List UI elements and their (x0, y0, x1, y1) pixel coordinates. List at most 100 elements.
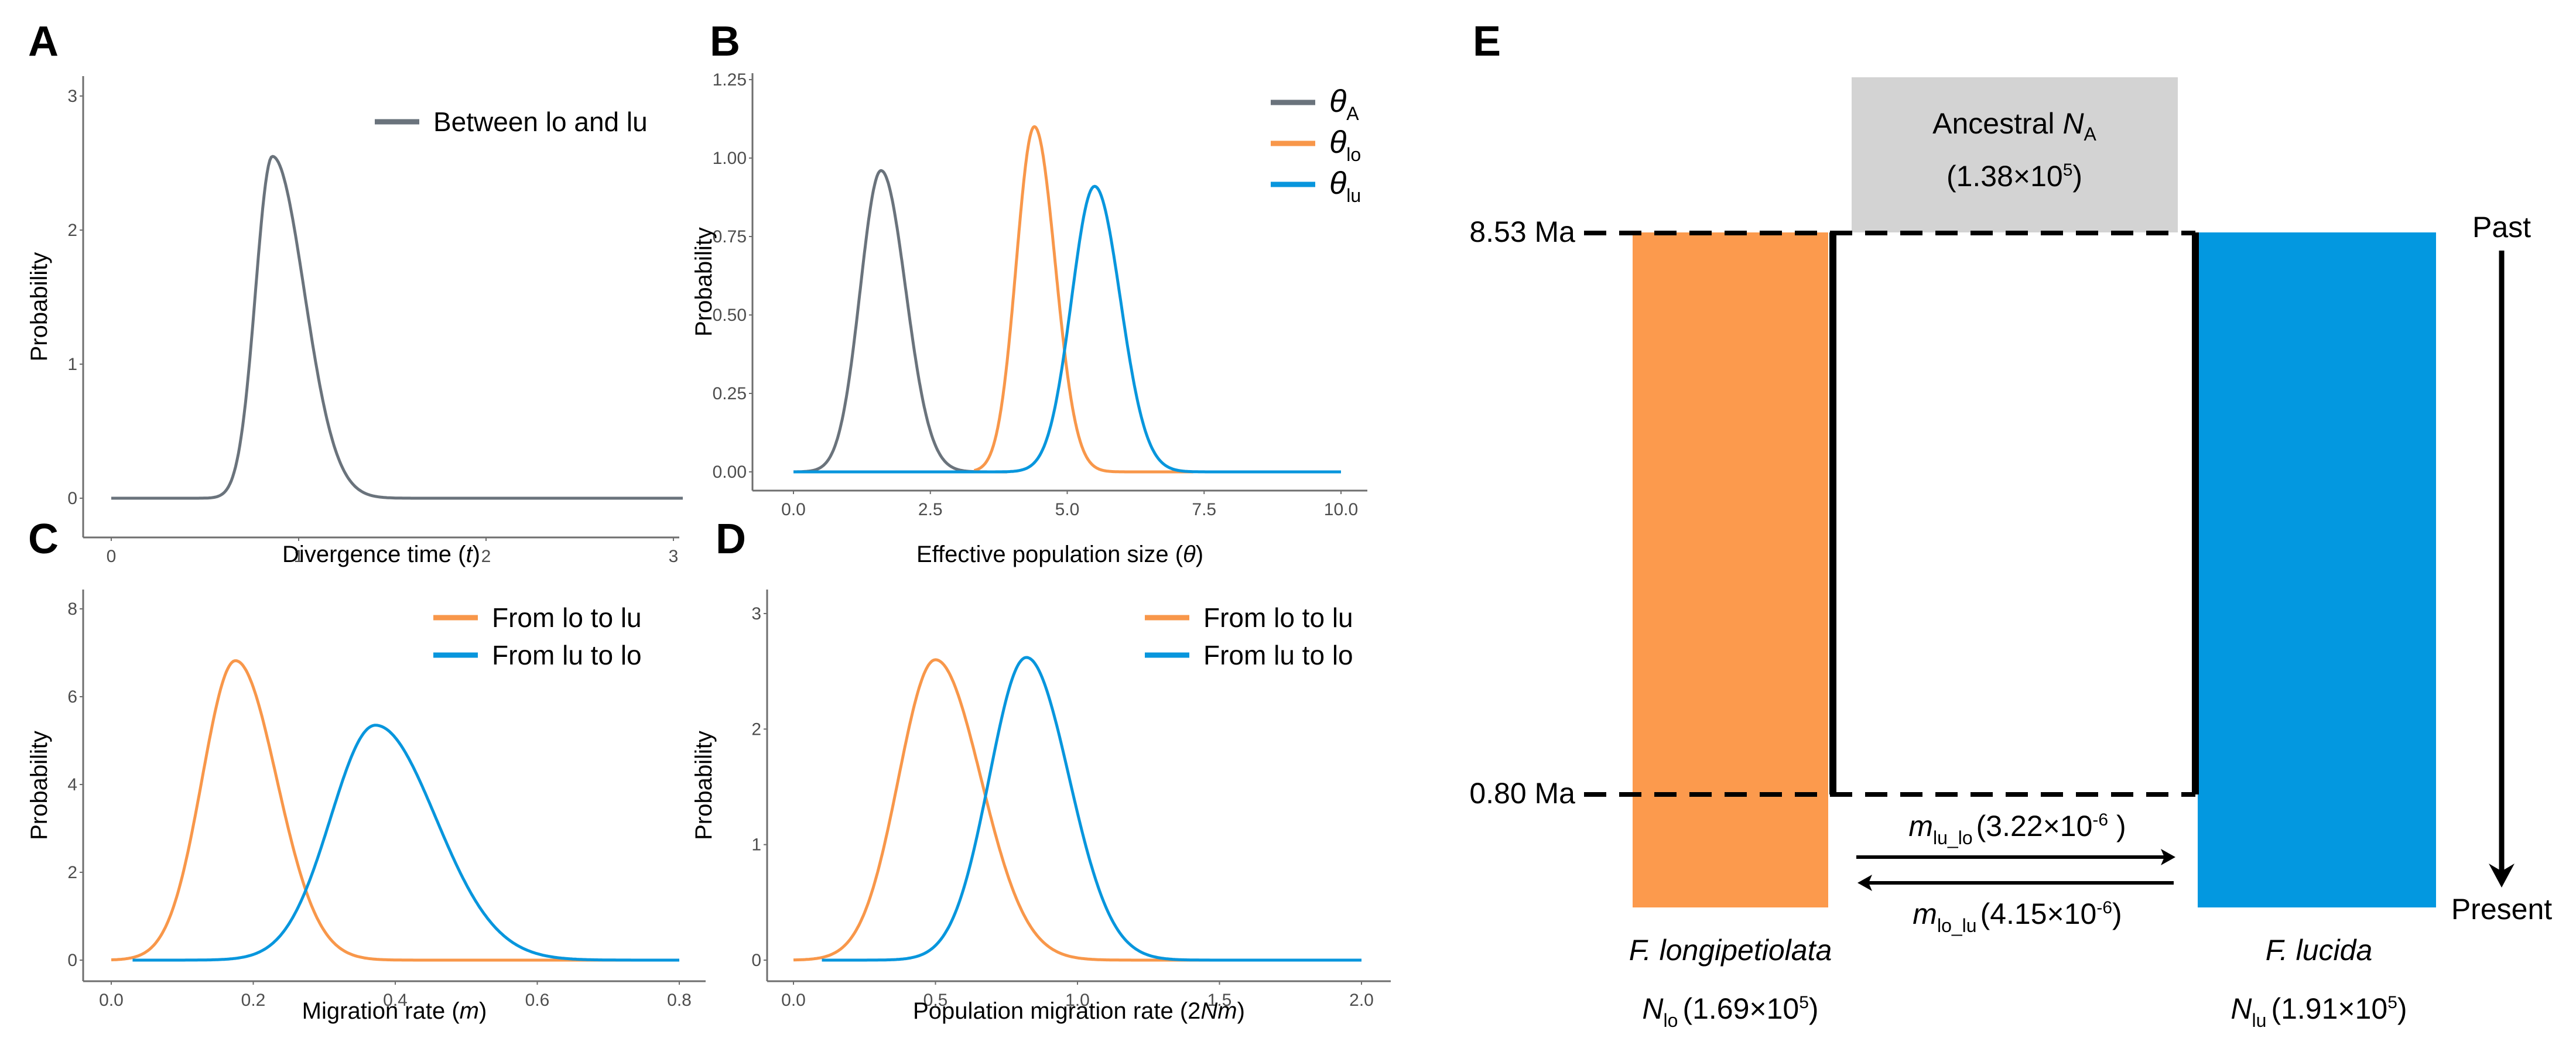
y-tick-label: 0 (67, 951, 77, 970)
legend-symbol: θ (1329, 166, 1346, 201)
species-name-lo: F. longipetiolata (1629, 934, 1832, 967)
x-tick-label: 1 (294, 547, 304, 566)
x-tick-label: 2.0 (1349, 991, 1374, 1010)
x-axis-title: Migration rate (m) (302, 998, 487, 1024)
y-tick-label: 4 (67, 775, 77, 794)
x-axis-title-part: Divergence time ( (282, 542, 466, 567)
series-line-from-lu-to-lo (132, 724, 680, 962)
panel-c-chart: 0 2 4 6 8 0.0 0.2 0.4 0.6 0.8 Probability Migration… (26, 590, 706, 1024)
legend-label: From lo to lu (1203, 602, 1353, 633)
ancestral-population-box (1852, 77, 2178, 232)
legend-label: θlo (1329, 125, 1361, 165)
series-line-from-lu-to-lo (822, 656, 1362, 962)
arrow-right-icon (1856, 849, 2175, 865)
x-axis-title: Divergence time (t) (282, 542, 480, 567)
x-tick-label: 3 (669, 547, 679, 566)
legend-subscript: A (1346, 103, 1359, 124)
x-axis-title-part: ) (473, 542, 480, 567)
legend-symbol: θ (1329, 84, 1346, 119)
migration-label-lo-lu: mlo_lu (4.15×10-6) (1913, 897, 2122, 936)
x-axis-title-part: Migration rate ( (302, 998, 460, 1024)
y-tick-label: 1 (751, 835, 761, 855)
legend-label: θA (1329, 84, 1359, 124)
x-axis-title-part: θ (1183, 542, 1196, 567)
y-tick-label: 2 (67, 863, 77, 882)
x-tick-label: 0.4 (383, 991, 408, 1010)
y-tick-label: 6 (67, 687, 77, 707)
population-bar-lo (1633, 232, 1828, 907)
legend-label: From lu to lo (1203, 640, 1353, 670)
time-label-lower: 0.80 Ma (1469, 777, 1575, 810)
x-tick-label: 0.0 (781, 500, 806, 519)
x-axis-title-part: ) (1237, 998, 1245, 1024)
panel-b-chart: 0.00 0.25 0.50 0.75 1.00 1.25 0.0 2.5 5.0 7.5 10.0… (691, 70, 1367, 567)
x-tick-label: 5.0 (1055, 500, 1080, 519)
y-axis-title: Probability (26, 731, 52, 840)
y-tick-label: 0.00 (713, 463, 747, 482)
x-axis-title-part: Nm (1200, 998, 1237, 1024)
x-tick-label: 0 (107, 547, 117, 566)
y-tick-label: 0.75 (713, 227, 747, 246)
time-arrow-present-label: Present (2451, 893, 2552, 926)
x-axis-title-part: Population migration rate (2 (913, 998, 1200, 1024)
y-tick-label: 1 (67, 355, 77, 374)
panel-d-chart: 0 1 2 3 0.0 0.5 1.0 1.5 2.0 Probability Population… (691, 590, 1391, 1024)
y-tick-label: 3 (67, 87, 77, 106)
x-tick-label: 0.5 (923, 991, 948, 1010)
legend-label: Between lo and lu (433, 107, 648, 137)
y-axis-title: Probability (691, 227, 717, 337)
series-line--lo (973, 125, 1195, 474)
legend-subscript: lu (1346, 185, 1361, 206)
time-label-upper: 8.53 Ma (1469, 215, 1575, 248)
x-axis-title-part: m (460, 998, 479, 1024)
series-line-from-lo-to-lu (111, 659, 680, 962)
panel-e-model: Ancestral NA (1.38×105) 8.53 Ma 0.80 Ma … (1469, 77, 2552, 1031)
x-tick-label: 0.0 (781, 991, 806, 1010)
legend-label: From lu to lo (492, 640, 642, 670)
panel-letter-c: C (28, 516, 59, 563)
y-tick-label: 3 (751, 604, 761, 624)
x-axis-title-part: ) (479, 998, 487, 1024)
x-tick-label: 0.2 (241, 991, 266, 1010)
y-tick-label: 0.25 (713, 384, 747, 403)
x-axis-title-part: t (466, 542, 473, 567)
y-tick-label: 0.50 (713, 306, 747, 325)
time-arrow-down-icon (2489, 251, 2515, 888)
y-axis-title: Probability (26, 252, 52, 362)
y-axis-title: Probability (691, 731, 717, 840)
panel-a-chart: 0 1 2 3 0 1 2 3 Probability Divergence time (t) Be… (26, 76, 683, 567)
y-tick-label: 2 (67, 221, 77, 240)
species-size-lo: Nlo (1.69×105) (1642, 992, 1818, 1031)
y-tick-label: 2 (751, 720, 761, 739)
y-tick-label: 1.25 (713, 70, 747, 90)
x-tick-label: 0.8 (667, 991, 692, 1010)
x-axis-title-part: ) (1196, 542, 1203, 567)
y-tick-label: 0 (67, 489, 77, 508)
legend-symbol: θ (1329, 125, 1346, 160)
panel-letter-b: B (710, 18, 740, 65)
y-tick-label: 1.00 (713, 149, 747, 168)
legend-label: θlu (1329, 166, 1361, 206)
arrow-left-icon (1857, 875, 2174, 891)
x-tick-label: 0.0 (99, 991, 124, 1010)
series-line--a (792, 169, 1008, 474)
species-size-lu: Nlu (1.91×105) (2231, 992, 2407, 1031)
species-name-lu: F. lucida (2266, 934, 2373, 967)
ancestral-label: Ancestral NA (1932, 107, 2096, 145)
ancestral-value: (1.38×105) (1946, 160, 2082, 193)
x-tick-label: 2.5 (918, 500, 943, 519)
x-axis-title: Population migration rate (2Nm) (913, 998, 1245, 1024)
panel-letter-e: E (1473, 18, 1501, 65)
x-tick-label: 7.5 (1192, 500, 1216, 519)
series-line-between-lo-and-lu (111, 155, 683, 500)
x-axis-title-part: Effective population size ( (916, 542, 1183, 567)
x-tick-label: 2 (481, 547, 491, 566)
population-bar-lu (2198, 232, 2436, 907)
x-tick-label: 10.0 (1324, 500, 1358, 519)
series-line-from-lo-to-lu (793, 658, 1268, 962)
legend-label: From lo to lu (492, 602, 642, 633)
y-tick-label: 0 (751, 951, 761, 970)
x-tick-label: 1.0 (1065, 991, 1090, 1010)
y-tick-label: 8 (67, 599, 77, 619)
x-axis-title: Effective population size (θ) (916, 542, 1203, 567)
